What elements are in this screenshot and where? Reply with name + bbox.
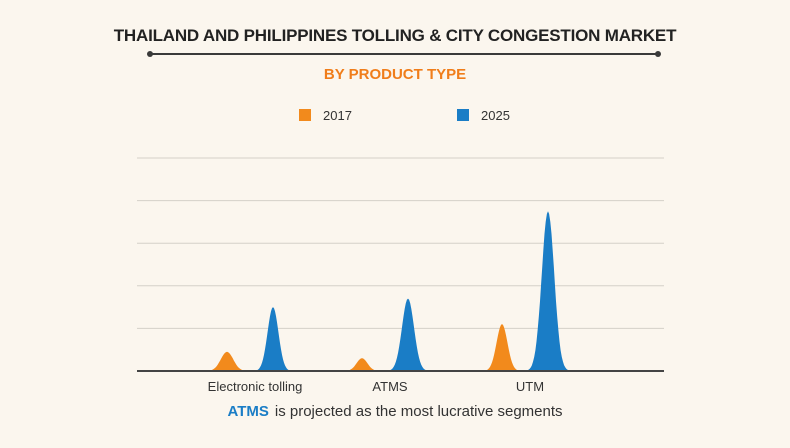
footer-note: ATMS is projected as the most lucrative s… <box>0 403 790 420</box>
footer-text: is projected as the most lucrative segme… <box>274 403 563 420</box>
legend-swatch-2017 <box>299 109 311 121</box>
divider-right-dot <box>655 51 661 57</box>
legend-item-2025: 2025 <box>457 107 510 123</box>
peak-2025-1 <box>386 298 430 371</box>
chart-title: THAILAND AND PHILIPPINES TOLLING & CITY … <box>113 26 677 45</box>
x-tick-label: ATMS <box>372 379 407 394</box>
peak-2017-1 <box>342 358 382 371</box>
title-divider <box>147 51 661 57</box>
footer-highlight: ATMS <box>227 403 269 420</box>
peak-2017-2 <box>482 324 522 371</box>
x-tick-label: Electronic tolling <box>208 379 303 394</box>
legend-label-2017: 2017 <box>323 107 352 123</box>
peak-2025-0 <box>253 307 293 371</box>
legend-label-2025: 2025 <box>481 107 510 123</box>
peak-2017-0 <box>204 351 250 371</box>
peak-2025-2 <box>525 211 571 371</box>
legend-swatch-2025 <box>457 109 469 121</box>
divider-left-dot <box>147 51 153 57</box>
x-tick-label: UTM <box>516 379 544 394</box>
chart-subtitle: BY PRODUCT TYPE <box>323 66 467 83</box>
legend-item-2017: 2017 <box>299 107 352 123</box>
